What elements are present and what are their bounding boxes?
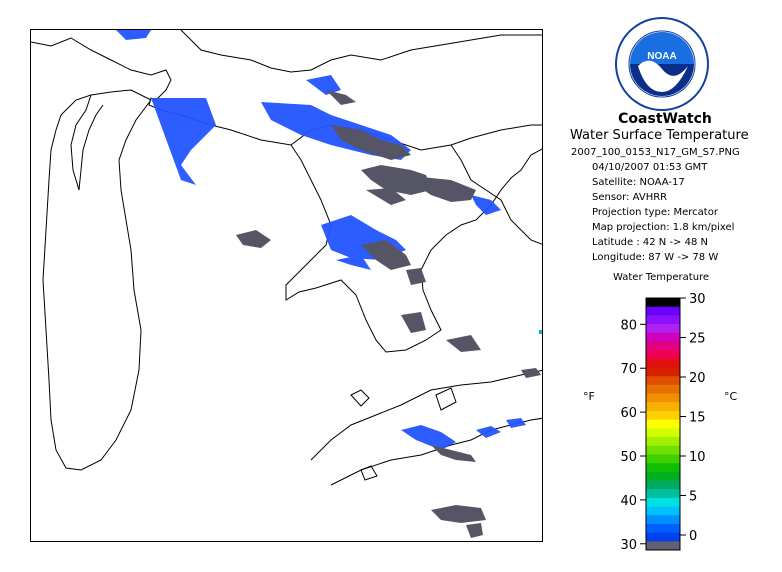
colorbar-swatch	[646, 541, 680, 551]
cloud-cover	[236, 90, 541, 538]
northern-shore-coastline	[180, 30, 542, 73]
colorbar-swatch	[646, 523, 680, 534]
colorbar-swatch	[646, 350, 680, 360]
fahrenheit-tick-label: 80	[620, 318, 637, 333]
noaa-logo: NOAA	[615, 17, 709, 111]
ice-cover	[116, 30, 526, 450]
colorbar-swatch	[646, 315, 680, 325]
brand-title: CoastWatch	[618, 111, 712, 127]
celsius-unit: °C	[724, 390, 738, 403]
colorbar-border	[645, 297, 681, 551]
colorbar-swatch	[646, 515, 680, 525]
colorbar-swatch	[646, 445, 680, 455]
file-name: 2007_100_0153_N17_GM_S7.PNG	[571, 147, 740, 158]
latitude-range: Latitude : 42 N -> 48 N	[592, 237, 708, 248]
colorbar-swatch	[646, 437, 680, 447]
colorbar-swatch	[646, 384, 680, 395]
sensor: Sensor: AVHRR	[592, 192, 668, 203]
colorbar-swatch	[646, 471, 680, 481]
celsius-tick-label: 0	[689, 529, 697, 544]
colorbar-swatch	[646, 324, 680, 334]
colorbar-swatch	[646, 489, 680, 499]
fahrenheit-tick-label: 40	[620, 494, 637, 509]
colorbar-swatch	[646, 532, 680, 542]
colorbar-swatch	[646, 367, 680, 377]
longitude-range: Longitude: 87 W -> 78 W	[592, 252, 719, 263]
colorbar-swatch	[646, 454, 680, 464]
colorbar-swatch	[646, 463, 680, 473]
sst-map	[30, 29, 543, 542]
lake-michigan-coastline	[42, 89, 152, 471]
fahrenheit-unit: °F	[583, 390, 595, 403]
great-lakes-map	[31, 30, 542, 538]
celsius-tick-label: 25	[689, 332, 706, 347]
map-projection: Map projection: 1.8 km/pixel	[592, 222, 735, 233]
colorbar-swatch	[646, 376, 680, 386]
fahrenheit-tick-label: 50	[620, 450, 637, 465]
colorbar-swatch	[646, 497, 680, 508]
inland-lake	[435, 387, 457, 411]
fahrenheit-tick-label: 30	[620, 538, 637, 553]
legend-title: Water Temperature	[613, 272, 710, 283]
celsius-tick-label: 20	[689, 371, 706, 386]
colorbar-swatch	[646, 393, 680, 403]
fahrenheit-tick-label: 70	[620, 362, 637, 377]
colorbar-swatch	[646, 480, 680, 490]
satellite: Satellite: NOAA-17	[592, 177, 685, 188]
inland-lake	[360, 465, 378, 481]
colorbar-swatch	[646, 428, 680, 438]
product-title: Water Surface Temperature	[570, 128, 749, 143]
colorbar-swatch	[646, 402, 680, 412]
colorbar-swatch	[646, 358, 680, 369]
colorbar-swatch	[646, 298, 680, 308]
colorbar-swatch	[646, 410, 680, 421]
date-time: 04/10/2007 01:53 GMT	[592, 162, 708, 173]
projection-type: Projection type: Mercator	[592, 207, 718, 218]
colorbar-swatch	[646, 306, 680, 316]
celsius-tick-label: 5	[689, 490, 697, 505]
inland-lake	[350, 389, 370, 407]
green-bay-coastline	[70, 94, 104, 191]
colorbar-swatch	[646, 419, 680, 429]
colorbar-swatch	[646, 341, 680, 351]
colorbar-swatch	[646, 506, 680, 516]
lake-erie-coastline	[310, 369, 542, 461]
upper-peninsula-coastline	[31, 37, 542, 151]
fahrenheit-tick-label: 60	[620, 406, 637, 421]
celsius-tick-label: 15	[689, 411, 706, 426]
celsius-tick-label: 30	[689, 292, 706, 307]
svg-text:NOAA: NOAA	[647, 51, 676, 62]
georgian-bay-coastline	[450, 144, 542, 245]
colorbar-swatch	[646, 332, 680, 342]
celsius-tick-label: 10	[689, 450, 706, 465]
cyan-pixel	[539, 330, 542, 334]
